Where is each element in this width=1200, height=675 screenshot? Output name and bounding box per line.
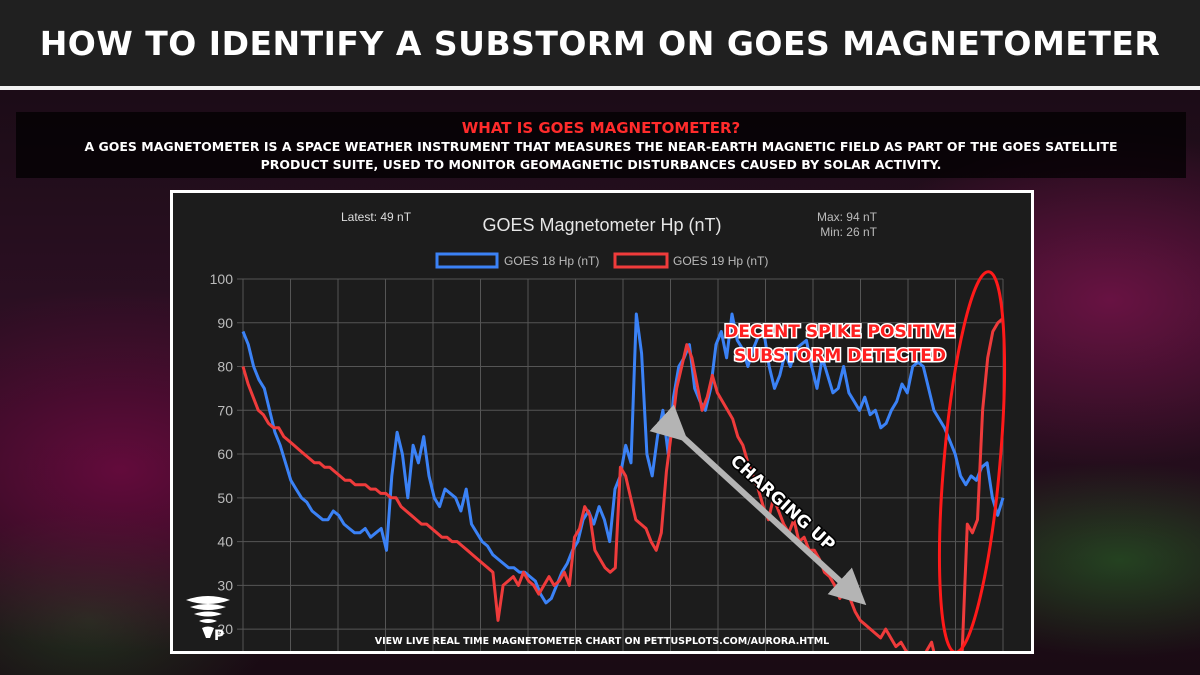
max-readout: Max: 94 nT [817,210,878,224]
info-question: WHAT IS GOES MAGNETOMETER? [461,119,741,137]
chart-background [173,193,1031,651]
tornado-logo-icon: P [186,596,230,644]
page-title: HOW TO IDENTIFY A SUBSTORM ON GOES MAGNE… [39,23,1161,63]
info-description-line1: A GOES MAGNETOMETER IS A SPACE WEATHER I… [84,139,1118,154]
series-line-goes19 [241,317,1004,651]
legend-swatch-goes18 [435,252,499,269]
chart-title: GOES Magnetometer Hp (nT) [482,215,721,235]
y-tick-labels: 20 30 40 50 60 70 80 90 100 [210,271,234,637]
substorm-ellipse [938,270,1006,651]
y-tick-label: 50 [217,490,233,506]
svg-text:P: P [214,628,224,644]
legend-swatch-goes19 [613,252,669,269]
info-description-line2: PRODUCT SUITE, USED TO MONITOR GEOMAGNET… [260,157,942,172]
series-line-goes18 [241,312,1005,605]
footer-link-text[interactable]: VIEW LIVE REAL TIME MAGNETOMETER CHART O… [375,636,830,647]
double-arrow-icon [649,404,867,606]
y-tick-label: 90 [217,315,233,331]
y-tick-label: 70 [217,402,233,418]
y-tick-label: 100 [210,271,234,287]
legend-label-goes18: GOES 18 Hp (nT) [504,254,599,268]
latest-readout: Latest: 49 nT [341,210,412,224]
y-tick-label: 80 [217,359,233,375]
magnetometer-chart: 20 30 40 50 60 70 80 90 100 Latest: 49 nT GOES M… [173,193,1031,651]
y-tick-label: 60 [217,446,233,462]
chart-panel: 20 30 40 50 60 70 80 90 100 Latest: 49 nT GOES M… [170,190,1034,654]
y-tick-label: 40 [217,534,233,550]
legend: GOES 18 Hp (nT) GOES 19 Hp (nT) [435,252,768,269]
spike-label-line2: SUBSTORM DETECTED [734,346,946,366]
info-box: WHAT IS GOES MAGNETOMETER? A GOES MAGNET… [16,112,1186,178]
y-tick-label: 20 [217,621,233,637]
header-bar: HOW TO IDENTIFY A SUBSTORM ON GOES MAGNE… [0,0,1200,90]
spike-label-line1: DECENT SPIKE POSITIVE [724,322,955,342]
min-readout: Min: 26 nT [820,225,877,239]
legend-label-goes19: GOES 19 Hp (nT) [673,254,768,268]
series-layer [241,312,1005,651]
y-tick-label: 30 [217,577,233,593]
